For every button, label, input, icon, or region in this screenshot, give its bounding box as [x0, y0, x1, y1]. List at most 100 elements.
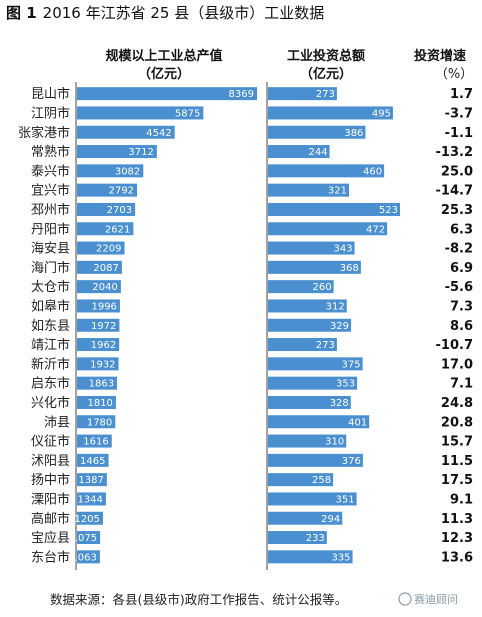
output-value-label: 2703: [107, 205, 132, 216]
output-value-label: 1465: [80, 456, 105, 467]
growth-rate-label: 20.8: [441, 415, 473, 430]
invest-bar: [268, 453, 363, 467]
invest-bar: [268, 145, 330, 159]
output-bar: [77, 202, 136, 216]
invest-bar: [268, 415, 370, 429]
growth-rate-label: 12.3: [441, 531, 473, 546]
invest-value-label: 273: [316, 340, 335, 351]
output-value-label: 1962: [91, 340, 116, 351]
output-value-label: 5875: [175, 108, 200, 119]
growth-rate-label: 6.3: [450, 222, 473, 237]
data-rows: 昆山市 8369 273 1.7 江阴市 5875 495 -3.7 张家港市 4542 386 -1…: [18, 86, 473, 565]
output-bar: [77, 550, 100, 564]
output-bar: [77, 125, 175, 139]
growth-rate-label: 15.7: [441, 435, 473, 450]
invest-bar: [268, 164, 385, 178]
city-label: 江阴市: [31, 105, 70, 121]
invest-bar: [268, 434, 347, 448]
growth-rate-label: -5.6: [445, 280, 473, 295]
invest-value-label: 351: [335, 494, 354, 505]
invest-bar: [268, 338, 337, 352]
watermark: 赛迪顾问: [398, 592, 458, 606]
col-header-output-line1: 规模以上工业总产值: [105, 48, 222, 64]
city-label: 高邮市: [31, 511, 70, 527]
city-label: 仪征市: [31, 434, 70, 450]
output-value-label: 1996: [91, 301, 116, 312]
invest-bar: [268, 87, 337, 101]
invest-value-label: 368: [340, 263, 359, 274]
city-label: 沛县: [44, 415, 70, 430]
city-label: 泰兴市: [31, 163, 70, 179]
chart-title-prefix: 图 1: [6, 4, 37, 22]
col-header-growth-line1: 投资增速: [414, 48, 466, 64]
data-source-note: 数据来源：各县(县级市)政府工作报告、统计公报等。: [50, 592, 347, 607]
invest-value-label: 401: [348, 417, 367, 428]
output-bar: [77, 492, 106, 506]
output-bar: [77, 531, 101, 545]
invest-bar: [268, 260, 361, 274]
output-value-label: 1075: [72, 533, 97, 544]
invest-bar: [268, 222, 388, 236]
growth-rate-label: 25.3: [441, 203, 473, 218]
output-value-label: 3082: [115, 166, 140, 177]
output-bar: [77, 415, 116, 429]
invest-bar: [268, 202, 400, 216]
invest-value-label: 312: [326, 301, 345, 312]
output-bar: [77, 453, 109, 467]
output-bar: [77, 280, 121, 294]
invest-bar: [268, 511, 343, 525]
output-bar: [77, 434, 112, 448]
city-label: 海门市: [31, 260, 70, 276]
output-value-label: 1863: [89, 379, 114, 390]
invest-value-label: 294: [321, 514, 340, 525]
growth-rate-label: 24.8: [441, 396, 473, 411]
invest-bar: [268, 183, 350, 197]
growth-rate-label: 11.5: [441, 454, 473, 469]
output-bar: [77, 222, 134, 236]
output-value-label: 2792: [109, 186, 134, 197]
invest-bar: [268, 299, 347, 313]
growth-rate-label: 7.3: [450, 299, 473, 314]
invest-bar: [268, 531, 327, 545]
watermark-text: 赛迪顾问: [414, 592, 458, 606]
growth-rate-label: -8.2: [445, 242, 473, 257]
output-bar: [77, 511, 103, 525]
invest-value-label: 310: [325, 437, 344, 448]
output-value-label: 8369: [229, 89, 254, 100]
city-label: 如皋市: [31, 298, 70, 314]
invest-bar: [268, 318, 352, 332]
growth-rate-label: -14.7: [436, 184, 473, 199]
output-value-label: 1932: [90, 359, 115, 370]
invest-value-label: 321: [328, 186, 347, 197]
city-label: 溧阳市: [31, 491, 70, 507]
growth-rate-label: 9.1: [450, 492, 473, 507]
output-bar: [77, 87, 257, 101]
city-label: 宝应县: [31, 530, 70, 546]
growth-rate-label: 6.9: [450, 261, 473, 276]
growth-rate-label: 17.0: [441, 357, 473, 372]
invest-value-label: 273: [316, 89, 335, 100]
output-bar: [77, 338, 120, 352]
output-bar: [77, 357, 119, 371]
invest-bar: [268, 492, 357, 506]
watermark-icon: [398, 592, 412, 606]
col-header-invest-line1: 工业投资总额: [287, 48, 365, 64]
output-bar: [77, 106, 204, 120]
invest-value-label: 343: [333, 244, 352, 255]
city-label: 宜兴市: [31, 183, 70, 199]
city-label: 兴化市: [31, 395, 70, 411]
invest-value-label: 376: [342, 456, 361, 467]
invest-value-label: 523: [379, 205, 398, 216]
invest-bar: [268, 550, 353, 564]
growth-rate-label: 11.3: [441, 512, 473, 527]
invest-bar: [268, 106, 393, 120]
output-value-label: 1344: [77, 494, 102, 505]
output-value-label: 2040: [92, 282, 117, 293]
city-label: 启东市: [31, 376, 70, 392]
city-label: 东台市: [31, 549, 70, 565]
growth-rate-label: 1.7: [450, 87, 473, 102]
output-value-label: 1972: [91, 321, 116, 332]
growth-rate-label: -1.1: [445, 126, 473, 141]
invest-value-label: 258: [312, 475, 331, 486]
